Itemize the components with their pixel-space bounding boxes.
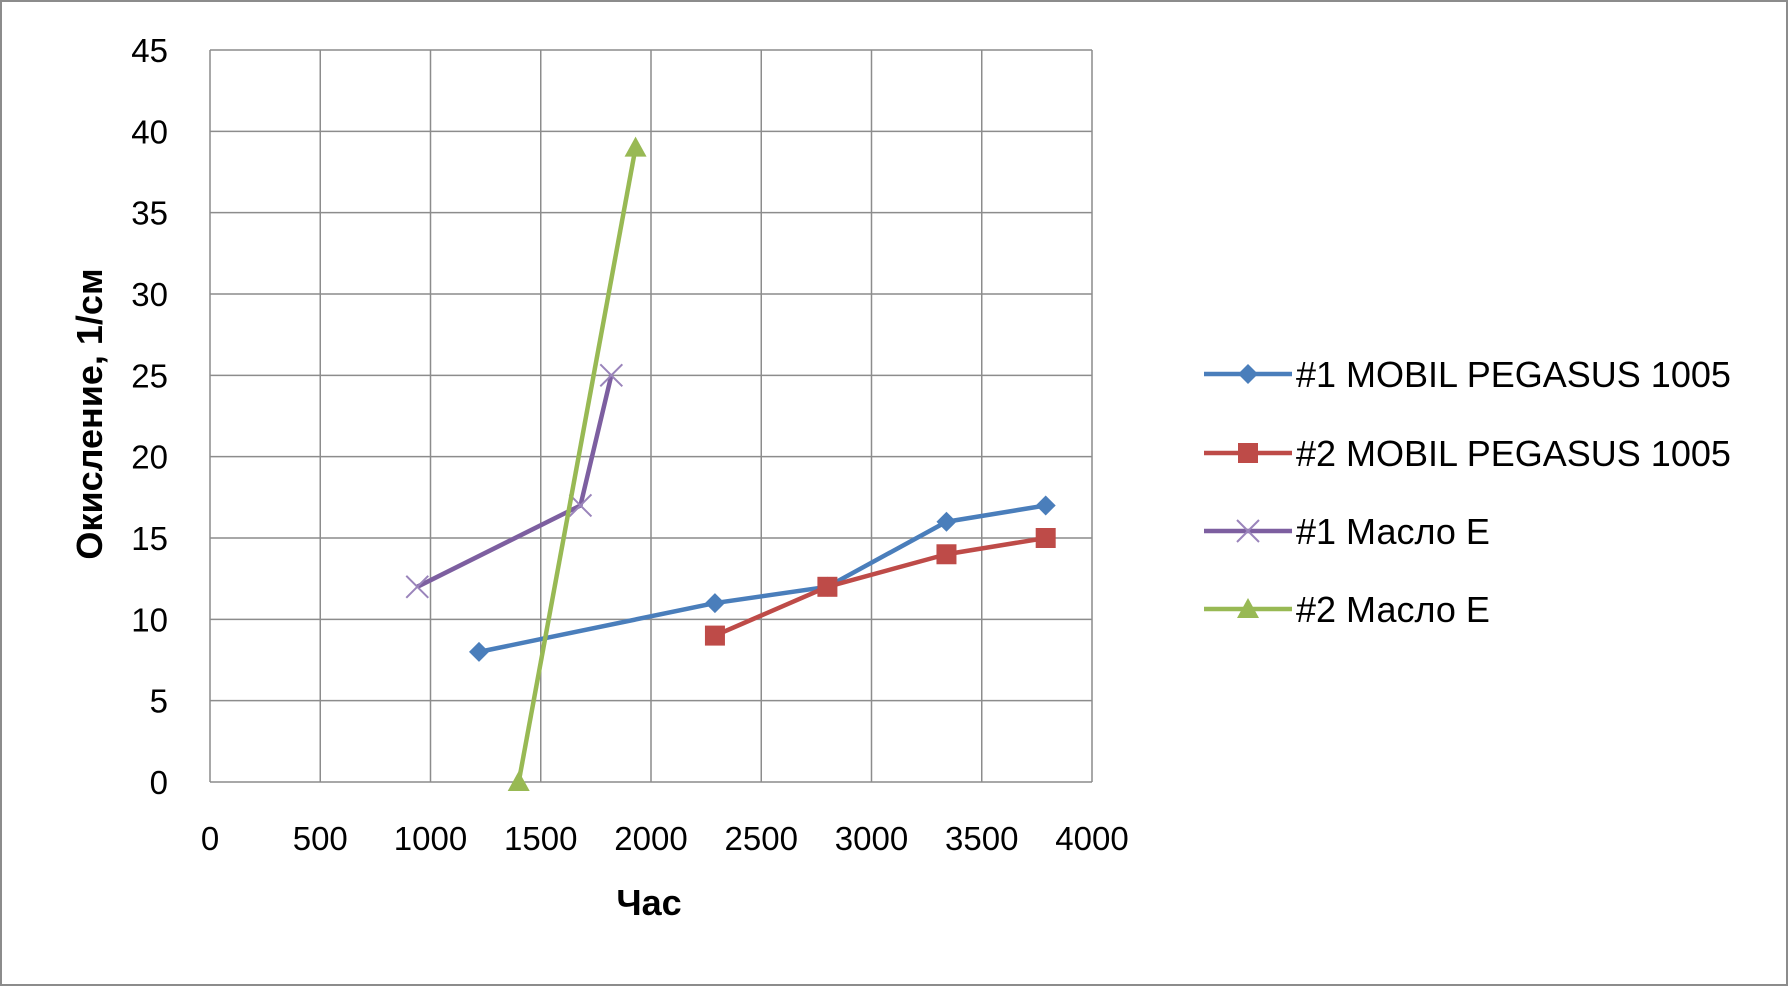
- grid: [209, 49, 1093, 783]
- y-tick-label: 5: [150, 683, 168, 720]
- y-tick-label: 20: [131, 439, 168, 476]
- series-line: [416, 374, 614, 589]
- x-tick-labels: 0 500 1000 1500 2000 2500 3000 3500 4000: [201, 820, 1129, 857]
- data-point: [599, 363, 624, 388]
- x-tick-label: 1000: [394, 820, 467, 857]
- data-point: [704, 625, 725, 646]
- y-tick-labels: 0 5 10 15 20 25 30 35 40 45: [131, 32, 168, 801]
- x-tick-label: 3500: [945, 820, 1018, 857]
- legend-item: #1 MOBIL PEGASUS 1005: [1204, 354, 1731, 395]
- data-point: [1035, 528, 1056, 548]
- legend-item: #2 MOBIL PEGASUS 1005: [1204, 433, 1731, 474]
- data-point: [936, 511, 957, 532]
- legend-label: #1 MOBIL PEGASUS 1005: [1296, 354, 1731, 395]
- data-point: [1236, 519, 1260, 543]
- y-tick-label: 40: [131, 113, 168, 150]
- data-point: [1238, 364, 1258, 384]
- y-axis-title: Окисление, 1/см: [69, 268, 110, 559]
- x-tick-label: 2500: [725, 820, 798, 857]
- y-tick-label: 45: [131, 32, 168, 69]
- x-tick-label: 3000: [835, 820, 908, 857]
- data-point: [936, 544, 957, 565]
- x-axis-title: Час: [616, 882, 681, 923]
- x-tick-label: 0: [201, 820, 219, 857]
- series-line: [714, 535, 1047, 638]
- y-tick-label: 15: [131, 520, 168, 557]
- data-point: [817, 576, 838, 597]
- data-point: [624, 136, 647, 157]
- data-point: [704, 593, 725, 614]
- data-point: [1238, 443, 1258, 463]
- series-group: [405, 136, 1056, 791]
- legend-label: #1 Масло E: [1296, 511, 1490, 552]
- x-tick-label: 500: [293, 820, 348, 857]
- series: [405, 363, 624, 599]
- x-tick-label: 4000: [1055, 820, 1128, 857]
- x-tick-label: 1500: [504, 820, 577, 857]
- legend-item: #1 Масло E: [1204, 511, 1490, 552]
- data-point: [405, 575, 429, 599]
- series: [507, 136, 647, 791]
- series-line: [516, 147, 638, 783]
- y-tick-label: 25: [131, 357, 168, 394]
- data-point: [1035, 495, 1056, 516]
- y-tick-label: 35: [131, 195, 168, 232]
- y-tick-label: 10: [131, 601, 168, 638]
- legend-item: #2 Масло E: [1204, 589, 1490, 630]
- legend: #1 MOBIL PEGASUS 1005 #2 MOBIL PEGASUS 10…: [1204, 354, 1731, 630]
- x-tick-label: 2000: [614, 820, 687, 857]
- data-point: [507, 771, 530, 791]
- data-point: [469, 641, 490, 662]
- legend-label: #2 Масло E: [1296, 589, 1490, 630]
- legend-label: #2 MOBIL PEGASUS 1005: [1296, 433, 1731, 474]
- y-tick-label: 0: [150, 764, 168, 801]
- series: [704, 528, 1056, 646]
- y-tick-label: 30: [131, 276, 168, 313]
- data-point: [1237, 598, 1259, 618]
